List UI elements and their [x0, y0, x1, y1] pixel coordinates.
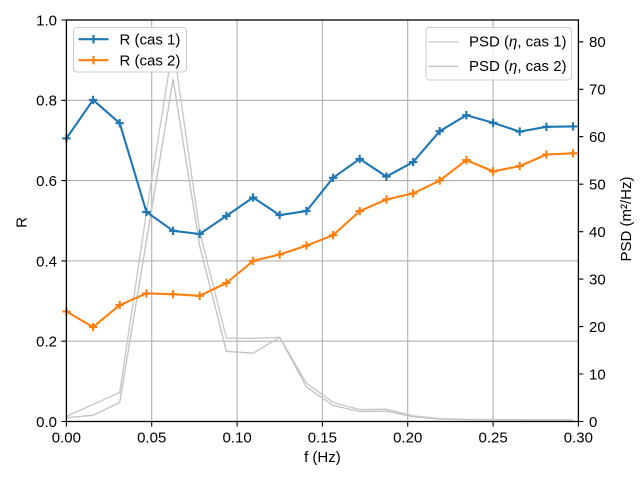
svg-text:70: 70 [589, 82, 606, 99]
svg-text:PSD (η, cas 2): PSD (η, cas 2) [469, 58, 567, 75]
svg-text:50: 50 [589, 177, 606, 194]
svg-text:R: R [14, 217, 31, 228]
svg-text:PSD (m²/Hz): PSD (m²/Hz) [618, 177, 635, 262]
svg-text:20: 20 [589, 319, 606, 336]
svg-text:0.25: 0.25 [478, 429, 507, 446]
svg-text:0.20: 0.20 [393, 429, 422, 446]
svg-text:R (cas 1): R (cas 1) [120, 31, 181, 48]
svg-text:0.15: 0.15 [308, 429, 337, 446]
svg-text:60: 60 [589, 129, 606, 146]
svg-text:f (Hz): f (Hz) [304, 449, 341, 466]
svg-text:0: 0 [589, 414, 597, 431]
svg-text:0.4: 0.4 [36, 253, 57, 270]
svg-text:10: 10 [589, 366, 606, 383]
svg-text:0.00: 0.00 [52, 429, 81, 446]
svg-text:R (cas 2): R (cas 2) [120, 52, 181, 69]
svg-text:0.30: 0.30 [564, 429, 593, 446]
svg-text:0.0: 0.0 [36, 414, 57, 431]
svg-text:40: 40 [589, 224, 606, 241]
svg-text:0.2: 0.2 [36, 334, 57, 351]
svg-text:0.6: 0.6 [36, 173, 57, 190]
svg-text:80: 80 [589, 34, 606, 51]
svg-text:0.05: 0.05 [137, 429, 166, 446]
svg-text:PSD (η, cas 1): PSD (η, cas 1) [469, 34, 567, 51]
svg-text:30: 30 [589, 272, 606, 289]
svg-text:0.10: 0.10 [222, 429, 251, 446]
svg-text:0.8: 0.8 [36, 93, 57, 110]
svg-text:1.0: 1.0 [36, 12, 57, 29]
